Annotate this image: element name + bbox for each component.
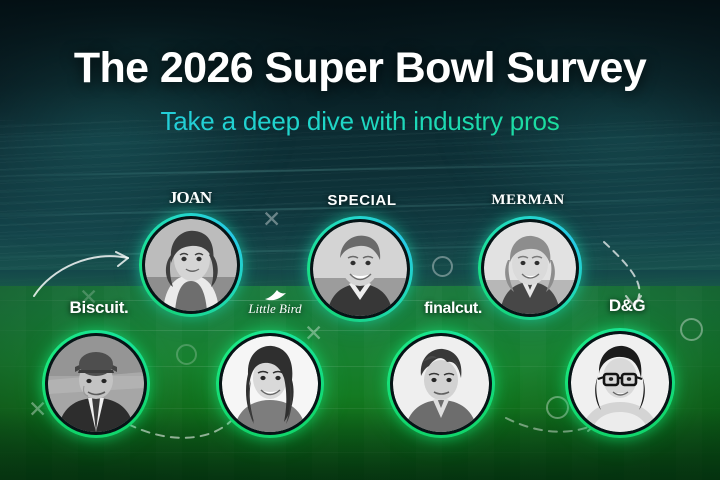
brand-logo-joan: JOAN bbox=[168, 188, 212, 207]
brand-logo-special: SPECIAL bbox=[327, 192, 397, 209]
portrait-frame bbox=[142, 216, 240, 314]
brand-logo-merman: MERMAN bbox=[491, 192, 565, 208]
portrait-ring bbox=[139, 213, 243, 317]
brand-logo-little-bird: Little Bird bbox=[215, 288, 335, 317]
brand-logo-finalcut: finalcut. bbox=[424, 300, 482, 317]
yard-line-2 bbox=[0, 330, 720, 331]
portrait-frame bbox=[310, 219, 410, 319]
portrait-frame bbox=[45, 333, 147, 435]
yard-line-4 bbox=[0, 408, 720, 409]
page-title: The 2026 Super Bowl Survey bbox=[73, 44, 647, 92]
portrait-ring bbox=[478, 216, 582, 320]
portrait-photo-dg bbox=[571, 334, 669, 432]
portrait-frame bbox=[568, 331, 672, 435]
top-vignette bbox=[0, 0, 720, 140]
brand-logo-dg: D&G bbox=[608, 296, 646, 315]
yard-line-3 bbox=[0, 366, 720, 367]
portrait-ring bbox=[216, 330, 324, 438]
portrait-photo-biscuit bbox=[48, 336, 144, 432]
brand-logo-biscuit: Biscuit. bbox=[69, 298, 129, 317]
portrait-photo-finalcut bbox=[393, 336, 489, 432]
portrait-photo-merman bbox=[484, 222, 576, 314]
portrait-frame bbox=[481, 219, 579, 317]
portrait-frame bbox=[219, 333, 321, 435]
portrait-ring bbox=[307, 216, 413, 322]
page-subtitle: Take a deep dive with industry pros bbox=[0, 106, 720, 137]
brand-logo-little-bird-label: Little Bird bbox=[248, 301, 302, 316]
bird-icon bbox=[265, 290, 286, 301]
portrait-photo-joan bbox=[145, 219, 237, 311]
portrait-photo-little-bird bbox=[222, 336, 318, 432]
portrait-frame bbox=[390, 333, 492, 435]
portrait-ring bbox=[387, 330, 495, 438]
portrait-ring bbox=[42, 330, 150, 438]
portrait-ring bbox=[565, 328, 675, 438]
